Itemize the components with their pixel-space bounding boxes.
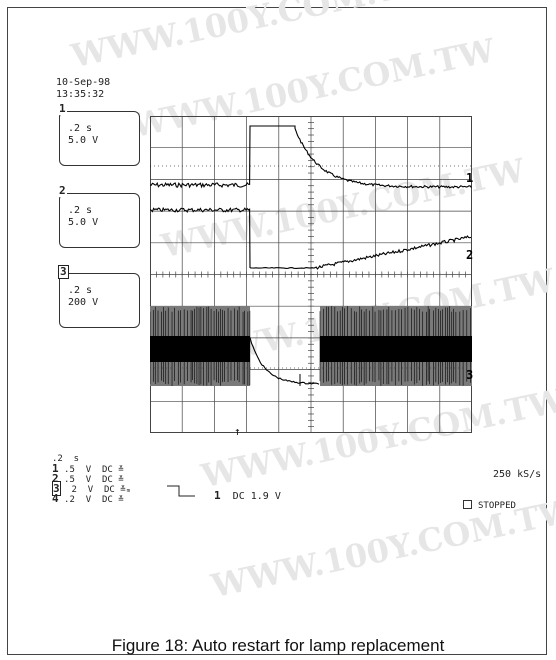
settings-channel-1: 1 .5 V DC ≚ — [52, 462, 131, 475]
channel-settings: .2 s 1 .5 V DC ≚ 2 .5 V DC ≚ 3 2 V DC ≚ₘ… — [52, 454, 132, 505]
trigger-position-arrow-icon: ↑ — [234, 425, 241, 438]
settings-unit: V — [85, 475, 92, 485]
waveform-traces — [150, 125, 472, 386]
figure-caption: Figure 18: Auto restart for lamp replace… — [111, 636, 445, 655]
settings-unit: V — [85, 465, 92, 475]
settings-channel-2: 2 .5 V DC ≚ — [52, 472, 131, 485]
sample-rate: 250 kS/s — [493, 469, 542, 480]
settings-channel-4: 4 .2 V DC ≚ — [52, 492, 131, 505]
channel-2-volts: 5.0 V — [68, 217, 99, 228]
figure-frame: WWW.100Y.COM.TW WWW.100Y.COM.TW WWW.100Y… — [7, 0, 556, 655]
settings-scale: .5 — [64, 475, 75, 485]
trigger-level: DC 1.9 V — [232, 491, 281, 502]
settings-coupling: DC — [102, 495, 113, 505]
channel-3-number: 3 — [58, 265, 69, 279]
level-markers — [150, 165, 472, 369]
watermark: WWW.100Y.COM.TW — [68, 0, 439, 76]
channel-1-box: 1 .2 s 5.0 V — [58, 103, 140, 166]
settings-channel-3: 3 2 V DC ≚ₘ — [52, 481, 132, 496]
bandwidth-limit-icon: ≚ — [118, 475, 124, 485]
settings-unit: V — [87, 485, 94, 495]
settings-coupling: DC — [102, 475, 113, 485]
settings-coupling: DC — [104, 485, 115, 495]
oscilloscope-screen — [150, 116, 472, 433]
trace-3-dense-band — [150, 336, 250, 362]
bandwidth-limit-icon: ≚ — [118, 495, 124, 505]
status-text: STOPPED — [478, 501, 516, 511]
trace-label-3: 3 — [466, 368, 474, 382]
channel-3-box: 3 .2 s 200 V — [58, 265, 140, 328]
acquisition-status: STOPPED — [463, 500, 516, 511]
bandwidth-limit-icon: ≚ₘ — [120, 485, 132, 495]
channel-3-volts: 200 V — [68, 297, 99, 308]
channel-2-box: 2 .2 s 5.0 V — [58, 185, 140, 248]
acquisition-date: 10-Sep-98 — [56, 77, 111, 88]
settings-channel-number: 1 — [52, 462, 59, 475]
trigger-channel: 1 — [214, 489, 221, 502]
trace-1 — [150, 125, 472, 189]
trace-label-2: 2 — [466, 248, 474, 262]
settings-scale: 2 — [71, 485, 77, 495]
trigger-readout: 1 DC 1.9 V — [214, 489, 281, 502]
settings-channel-number: 2 — [52, 472, 59, 485]
falling-edge-trigger-icon — [167, 485, 195, 497]
channel-3-timebase: .2 s — [68, 285, 93, 296]
trace-label-1: 1 — [466, 171, 474, 185]
stop-indicator-icon — [463, 500, 472, 509]
settings-channel-number: 3 — [52, 481, 61, 496]
settings-coupling: DC — [102, 465, 113, 475]
settings-unit: V — [85, 495, 92, 505]
settings-scale: .5 — [64, 465, 75, 475]
acquisition-datetime: 10-Sep-98 13:35:32 — [56, 77, 110, 101]
channel-2-number: 2 — [58, 184, 67, 197]
bandwidth-limit-icon: ≚ — [118, 465, 124, 475]
trace-3-dense-band — [320, 336, 472, 362]
settings-scale: .2 — [64, 495, 75, 505]
settings-channel-number: 4 — [52, 492, 59, 505]
timebase-readout: .2 s — [52, 454, 80, 464]
trace-2 — [150, 206, 472, 270]
channel-1-timebase: .2 s — [68, 123, 93, 134]
channel-2-timebase: .2 s — [68, 205, 93, 216]
channel-1-volts: 5.0 V — [68, 135, 99, 146]
trace-3-decay — [249, 337, 320, 385]
channel-1-number: 1 — [58, 102, 67, 115]
acquisition-time: 13:35:32 — [56, 89, 105, 100]
